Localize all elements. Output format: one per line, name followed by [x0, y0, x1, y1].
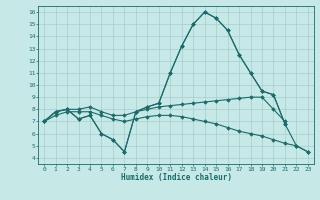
X-axis label: Humidex (Indice chaleur): Humidex (Indice chaleur) — [121, 173, 231, 182]
